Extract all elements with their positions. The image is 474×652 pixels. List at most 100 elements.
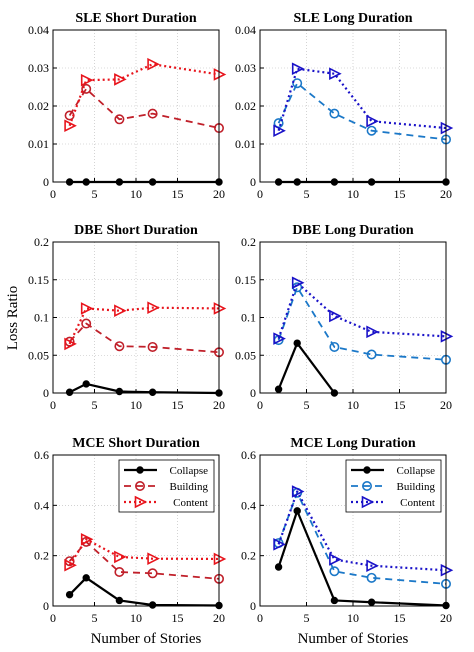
x-tick-label: 5	[304, 187, 310, 201]
x-tick-label: 5	[92, 398, 98, 412]
plot-frame	[259, 241, 447, 394]
data-point-content	[147, 301, 160, 314]
data-point-content	[329, 309, 342, 323]
panels: SLE Short Duration 0 0.01 0.02 0.03 0.04 0 5 10 1…	[28, 11, 454, 625]
data-point-collapse	[274, 563, 283, 571]
x-tick-label: 15	[172, 187, 184, 201]
x-tick-label: 15	[172, 398, 184, 412]
y-tick-label: 0.15	[235, 273, 256, 287]
data-point-collapse	[82, 380, 90, 388]
data-point-content	[366, 114, 379, 128]
y-tick-label: 0	[43, 386, 49, 400]
legend-marker-content	[134, 495, 148, 509]
x-tick-label: 10	[130, 611, 142, 625]
data-point-content	[291, 62, 305, 76]
data-point-collapse	[82, 574, 90, 582]
data-point-content	[329, 553, 342, 566]
y-tick-label: 0.02	[235, 99, 256, 113]
series-line-building	[68, 322, 220, 354]
x-tick-label: 0	[257, 611, 263, 625]
x-tick-label: 20	[440, 398, 452, 412]
y-tick-label: 0.05	[235, 348, 256, 362]
chart-panel-5: MCE Short Duration 0 0.2 0.4 0.6 0 5 10 15 20 Coll…	[34, 436, 227, 625]
chart-title: DBE Short Duration	[74, 223, 198, 238]
y-axis-label: Loss Ratio	[5, 286, 21, 351]
data-point-content	[366, 559, 379, 573]
legend-entry-content: Content	[173, 497, 208, 509]
data-point-content	[64, 119, 77, 133]
y-tick-label: 0.04	[28, 23, 49, 37]
y-tick-label: 0.04	[235, 23, 256, 37]
data-point-content	[273, 538, 286, 551]
legend-marker-building	[135, 480, 146, 491]
data-point-content	[114, 304, 127, 317]
chart-panel-6: MCE Long Duration 0 0.2 0.4 0.6 0 5 10 15 20 Colla…	[241, 436, 454, 625]
x-tick-label: 20	[213, 187, 225, 201]
x-axis-label-right: Number of Stories	[298, 631, 409, 647]
data-point-content	[80, 302, 94, 315]
y-tick-label: 0	[250, 175, 256, 189]
data-point-collapse	[115, 387, 124, 396]
plot-frame	[259, 454, 447, 607]
data-point-collapse	[293, 507, 301, 515]
data-point-content	[291, 276, 305, 290]
data-point-building	[366, 572, 377, 583]
chart-panel-1: SLE Short Duration 0 0.01 0.02 0.03 0.04 0 5 10 1…	[28, 11, 227, 201]
data-point-collapse	[367, 598, 376, 606]
x-tick-label: 5	[304, 611, 310, 625]
data-point-building	[366, 125, 377, 136]
plot-frame	[52, 29, 220, 183]
x-tick-label: 10	[130, 398, 142, 412]
chart-title: DBE Long Duration	[292, 223, 414, 238]
y-tick-label: 0.2	[241, 549, 256, 563]
data-point-building	[114, 341, 125, 352]
data-point-content	[64, 337, 77, 351]
data-point-collapse	[148, 601, 157, 609]
legend-marker-content	[361, 495, 375, 509]
plot-frame	[52, 241, 220, 394]
legend-marker-collapse	[136, 466, 144, 474]
x-tick-label: 15	[394, 611, 406, 625]
data-point-building	[329, 341, 340, 352]
legend-entry-collapse: Collapse	[170, 465, 209, 477]
y-tick-label: 0	[250, 386, 256, 400]
y-tick-label: 0.1	[34, 311, 49, 325]
data-point-building	[147, 341, 158, 352]
series-line-content	[68, 538, 220, 566]
legend-marker-building	[361, 480, 372, 491]
chart-title: MCE Long Duration	[290, 436, 415, 451]
data-point-content	[291, 485, 305, 498]
y-tick-label: 0.6	[34, 448, 49, 462]
series-line-content	[68, 306, 220, 345]
data-point-building	[81, 318, 92, 329]
plot-frame	[52, 454, 220, 607]
y-tick-label: 0.02	[28, 99, 49, 113]
series-line-content	[277, 490, 447, 572]
x-tick-label: 20	[213, 398, 225, 412]
data-point-collapse	[65, 388, 74, 396]
legend-entry-collapse: Collapse	[397, 465, 436, 477]
data-point-building	[329, 566, 340, 577]
data-point-collapse	[115, 596, 124, 605]
data-point-collapse	[330, 596, 339, 605]
legend-entry-building: Building	[169, 481, 208, 493]
x-tick-label: 0	[257, 187, 263, 201]
y-tick-label: 0.2	[34, 235, 49, 249]
x-tick-label: 10	[347, 611, 359, 625]
data-point-collapse	[65, 590, 74, 599]
data-point-collapse	[148, 388, 157, 396]
y-tick-label: 0	[43, 599, 49, 613]
x-tick-label: 5	[92, 611, 98, 625]
legend: Collapse Building Content	[118, 459, 215, 513]
chart-title: SLE Long Duration	[293, 11, 412, 26]
data-point-content	[114, 550, 127, 564]
chart-title: MCE Short Duration	[72, 436, 200, 451]
y-tick-label: 0.1	[241, 311, 256, 325]
series-line-building	[68, 88, 220, 129]
data-point-content	[64, 558, 77, 572]
x-tick-label: 5	[92, 187, 98, 201]
data-point-building	[292, 78, 303, 89]
y-tick-label: 0.2	[241, 235, 256, 249]
y-tick-label: 0.01	[28, 137, 49, 151]
